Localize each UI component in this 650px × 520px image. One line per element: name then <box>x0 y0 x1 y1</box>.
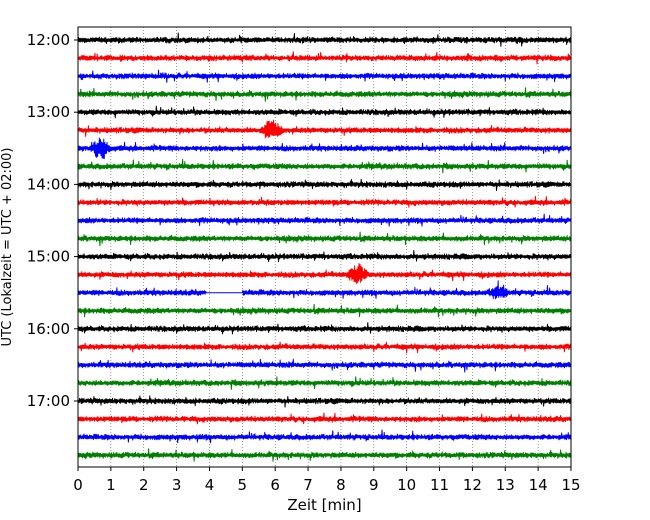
x-tick-label: 10 <box>397 476 416 494</box>
y-tick-label: 14:00 <box>27 175 70 193</box>
y-axis-ticks: 12:00 13:00 14:00 15:00 16:00 17:00 <box>27 31 78 410</box>
x-tick-label: 13 <box>496 476 515 494</box>
trace-line <box>77 195 572 208</box>
trace-line <box>77 303 572 318</box>
trace-line <box>77 429 572 444</box>
x-tick-label: 4 <box>205 476 215 494</box>
x-tick-label: 14 <box>529 476 548 494</box>
x-tick-label: 5 <box>238 476 248 494</box>
trace-line <box>77 178 572 191</box>
trace-line <box>77 231 572 247</box>
trace-line <box>77 376 572 390</box>
x-tick-label: 2 <box>139 476 149 494</box>
trace-line <box>77 322 572 335</box>
trace-line <box>77 87 572 102</box>
trace-line <box>77 262 572 285</box>
x-tick-label: 9 <box>369 476 379 494</box>
plot-frame <box>77 26 572 468</box>
trace-line <box>77 395 572 408</box>
trace-line <box>77 105 572 119</box>
x-axis-ticks: 0 1 2 3 4 5 6 7 8 9 10 11 12 13 14 15 <box>73 467 581 494</box>
y-tick-label: 12:00 <box>27 31 70 49</box>
seismic-traces <box>77 32 572 462</box>
trace-line <box>77 448 572 462</box>
trace-line <box>77 158 572 174</box>
y-tick-label: 15:00 <box>27 248 70 266</box>
trace-line <box>77 358 572 373</box>
x-tick-label: 6 <box>270 476 280 494</box>
trace-line <box>77 213 572 227</box>
trace-line <box>77 137 572 160</box>
trace-line <box>77 51 572 65</box>
plot-background <box>78 27 571 467</box>
trace-line <box>77 32 572 47</box>
x-tick-label: 3 <box>172 476 182 494</box>
trace-line <box>77 412 572 425</box>
trace-line <box>77 250 572 263</box>
x-tick-label: 11 <box>430 476 449 494</box>
trace-line <box>77 280 572 300</box>
x-tick-label: 12 <box>463 476 482 494</box>
trace-line <box>77 341 572 354</box>
x-tick-label: 1 <box>106 476 116 494</box>
y-tick-label: 13:00 <box>27 103 70 121</box>
x-axis-label: Zeit [min] <box>287 496 361 514</box>
trace-line <box>77 69 572 83</box>
y-tick-label: 16:00 <box>27 320 70 338</box>
y-tick-label: 17:00 <box>27 392 70 410</box>
x-tick-label: 8 <box>336 476 346 494</box>
grid-lines <box>110 27 539 467</box>
x-tick-label: 0 <box>73 476 83 494</box>
x-tick-label: 15 <box>561 476 580 494</box>
y-axis-label: UTC (Lokalzeit = UTC + 02:00) <box>0 148 15 347</box>
trace-line <box>77 119 572 139</box>
x-tick-label: 7 <box>303 476 313 494</box>
